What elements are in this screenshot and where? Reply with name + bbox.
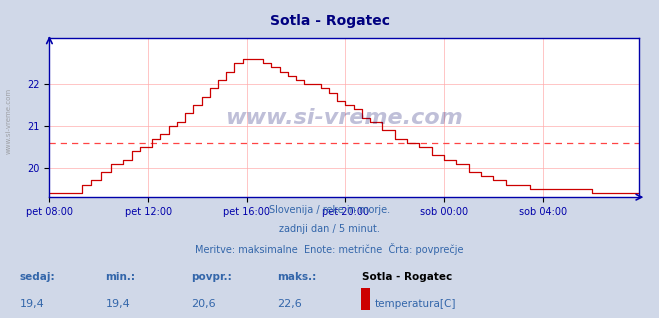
Text: Sotla - Rogatec: Sotla - Rogatec	[270, 14, 389, 28]
Text: maks.:: maks.:	[277, 272, 316, 282]
Text: 20,6: 20,6	[191, 299, 215, 309]
Text: temperatura[C]: temperatura[C]	[374, 299, 456, 309]
Text: Meritve: maksimalne  Enote: metrične  Črta: povprečje: Meritve: maksimalne Enote: metrične Črta…	[195, 243, 464, 255]
Text: 19,4: 19,4	[20, 299, 45, 309]
Text: Sotla - Rogatec: Sotla - Rogatec	[362, 272, 453, 282]
Text: povpr.:: povpr.:	[191, 272, 232, 282]
Text: www.si-vreme.com: www.si-vreme.com	[225, 108, 463, 128]
Text: 19,4: 19,4	[105, 299, 130, 309]
Text: zadnji dan / 5 minut.: zadnji dan / 5 minut.	[279, 224, 380, 234]
Text: 22,6: 22,6	[277, 299, 302, 309]
Text: sedaj:: sedaj:	[20, 272, 55, 282]
Text: min.:: min.:	[105, 272, 136, 282]
Text: Slovenija / reke in morje.: Slovenija / reke in morje.	[269, 205, 390, 215]
Text: www.si-vreme.com: www.si-vreme.com	[5, 88, 11, 154]
